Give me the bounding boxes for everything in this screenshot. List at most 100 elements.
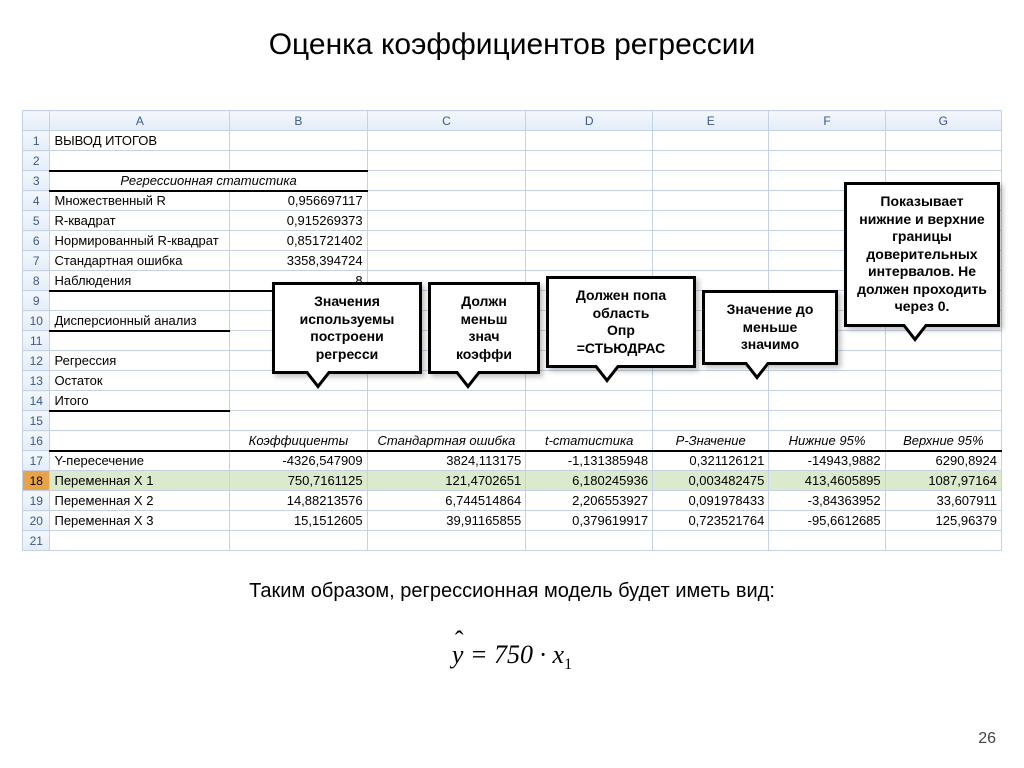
row-number: 12 xyxy=(23,351,50,371)
cell-empty xyxy=(50,291,230,311)
cell-empty xyxy=(230,411,367,431)
cell-empty xyxy=(50,331,230,351)
cell: R-квадрат xyxy=(50,211,230,231)
cell: 2,206553927 xyxy=(526,491,653,511)
cell-empty xyxy=(769,131,885,151)
cell: Y-пересечение xyxy=(50,451,230,471)
cell: 0,321126121 xyxy=(653,451,769,471)
cell-empty xyxy=(526,151,653,171)
cell: Итого xyxy=(50,391,230,411)
cell: Дисперсионный анализ xyxy=(50,311,230,331)
cell-empty xyxy=(653,531,769,551)
row-number: 15 xyxy=(23,411,50,431)
row-number: 13 xyxy=(23,371,50,391)
callout-0: Значенияиспользуемыпостроенирегресси xyxy=(272,282,422,374)
cell-empty xyxy=(367,411,526,431)
row-number: 16 xyxy=(23,431,50,451)
col-header-A: A xyxy=(50,111,230,131)
cell-empty xyxy=(526,391,653,411)
cell: 0,379619917 xyxy=(526,511,653,531)
row-19: 19Переменная X 214,882135766,7445148642,… xyxy=(23,491,1002,511)
cell: 0,003482475 xyxy=(653,471,769,491)
cell: 121,4702651 xyxy=(367,471,526,491)
cell-empty xyxy=(50,531,230,551)
cell-empty xyxy=(653,131,769,151)
row-number: 5 xyxy=(23,211,50,231)
cell-empty xyxy=(367,531,526,551)
row-15: 15 xyxy=(23,411,1002,431)
formula: y = 750 · x1 xyxy=(0,640,1024,674)
cell: Переменная X 1 xyxy=(50,471,230,491)
cell: 0,091978433 xyxy=(653,491,769,511)
cell-empty xyxy=(367,131,526,151)
cell: 413,4605895 xyxy=(769,471,885,491)
cell: 3824,113175 xyxy=(367,451,526,471)
cell: -95,6612685 xyxy=(769,511,885,531)
row-number: 4 xyxy=(23,191,50,211)
cell: 6290,8924 xyxy=(885,451,1001,471)
cell: 6,180245936 xyxy=(526,471,653,491)
formula-sub: 1 xyxy=(564,656,572,673)
cell: Наблюдения xyxy=(50,271,230,291)
row-number: 19 xyxy=(23,491,50,511)
cell-empty xyxy=(653,251,769,271)
cell: 0,723521764 xyxy=(653,511,769,531)
callout-4: Показывает нижние и верхние границы дове… xyxy=(844,182,1000,327)
cell: Стандартная ошибка xyxy=(50,251,230,271)
col-header-F: F xyxy=(769,111,885,131)
cell-empty xyxy=(526,131,653,151)
cell-empty xyxy=(230,131,367,151)
cell: 39,91165855 xyxy=(367,511,526,531)
cell: ВЫВОД ИТОГОВ xyxy=(50,131,230,151)
row-14: 14Итого xyxy=(23,391,1002,411)
formula-op: = 750 · xyxy=(470,640,546,669)
cell: 0,851721402 xyxy=(230,231,367,251)
col-header-D: D xyxy=(526,111,653,131)
cell-empty xyxy=(367,211,526,231)
cell: Регрессия xyxy=(50,351,230,371)
conclusion-text: Таким образом, регрессионная модель буде… xyxy=(0,580,1024,603)
cell-empty xyxy=(769,411,885,431)
cell xyxy=(50,151,230,171)
row-21: 21 xyxy=(23,531,1002,551)
cell xyxy=(50,431,230,451)
cell-empty xyxy=(526,251,653,271)
cell-empty xyxy=(653,191,769,211)
slide-title: Оценка коэффициентов регрессии xyxy=(0,0,1024,80)
row-2: 2 xyxy=(23,151,1002,171)
cell: P-Значение xyxy=(653,431,769,451)
cell-empty xyxy=(885,151,1001,171)
callout-3: Значение доменьшезначимо xyxy=(702,290,838,365)
cell-empty xyxy=(526,211,653,231)
row-number: 3 xyxy=(23,171,50,191)
row-18: 18Переменная X 1750,7161125121,47026516,… xyxy=(23,471,1002,491)
row-number: 6 xyxy=(23,231,50,251)
cell: 1087,97164 xyxy=(885,471,1001,491)
cell-empty xyxy=(653,411,769,431)
cell xyxy=(230,151,367,171)
cell-empty xyxy=(526,411,653,431)
column-headers-row: ABCDEFG xyxy=(23,111,1002,131)
cell: Переменная X 2 xyxy=(50,491,230,511)
callout-1: Должнменьшзначкоэффи xyxy=(428,282,540,374)
cell: 0,956697117 xyxy=(230,191,367,211)
cell-empty xyxy=(367,151,526,171)
cell-empty xyxy=(367,231,526,251)
cell-empty xyxy=(653,171,769,191)
cell: Регрессионная статистика xyxy=(50,171,367,191)
cell-empty xyxy=(526,531,653,551)
row-number: 20 xyxy=(23,511,50,531)
cell-empty xyxy=(367,251,526,271)
cell-empty xyxy=(367,391,526,411)
cell: Нижние 95% xyxy=(769,431,885,451)
row-number: 8 xyxy=(23,271,50,291)
col-header-E: E xyxy=(653,111,769,131)
cell: 3358,394724 xyxy=(230,251,367,271)
cell-empty xyxy=(653,231,769,251)
cell-empty xyxy=(885,411,1001,431)
cell: 15,1512605 xyxy=(230,511,367,531)
cell: -3,84363952 xyxy=(769,491,885,511)
col-header-G: G xyxy=(885,111,1001,131)
cell-empty xyxy=(769,151,885,171)
cell-empty xyxy=(526,371,653,391)
